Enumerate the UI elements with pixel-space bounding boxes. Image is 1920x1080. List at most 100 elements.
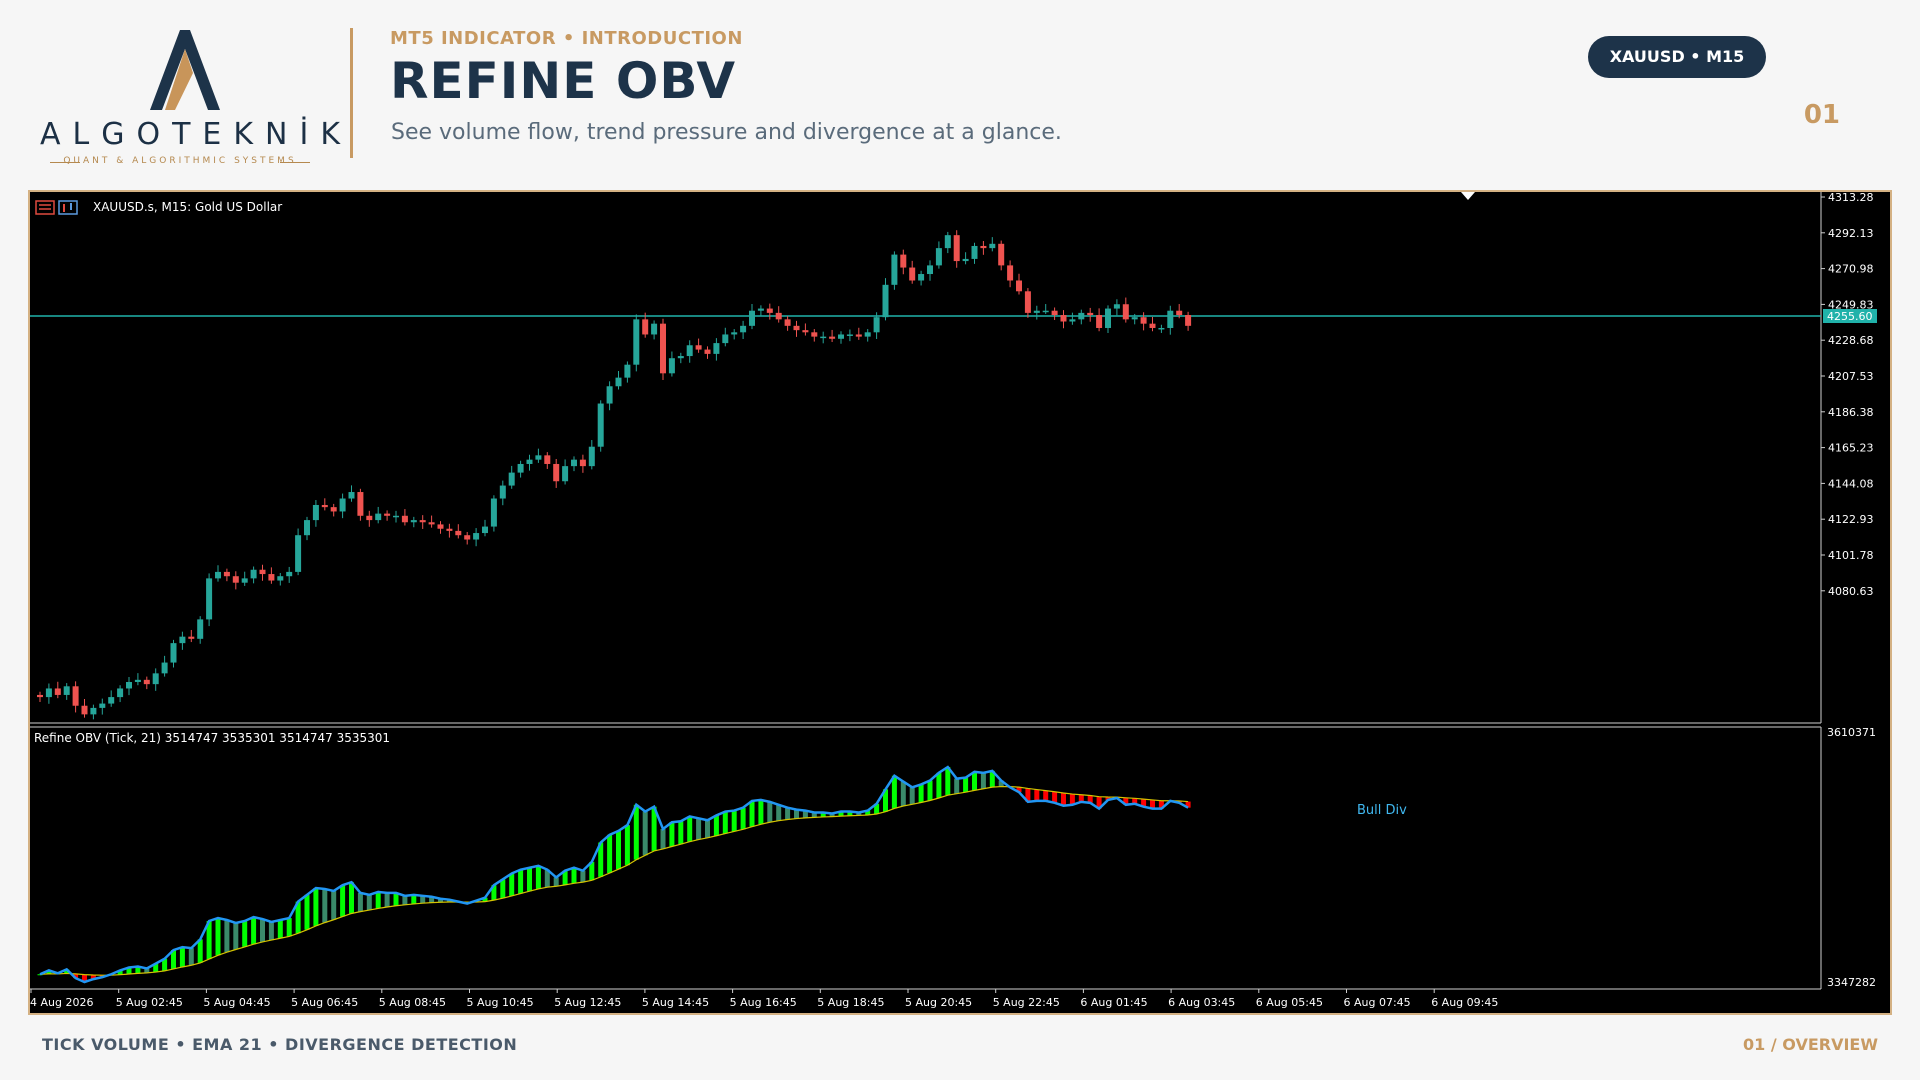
candle-body [473, 533, 480, 540]
obv-histogram-bar [1141, 799, 1147, 807]
candle-body [508, 472, 515, 486]
obv-histogram-bar [349, 882, 354, 914]
candle-body [490, 498, 497, 527]
obv-histogram-bar [482, 897, 488, 902]
obv-histogram-bar [811, 812, 817, 818]
logo-tagline: QUANT & ALGORITHMIC SYSTEMS [63, 156, 297, 166]
obv-histogram-bar [1061, 793, 1066, 806]
footer-section: 01 / OVERVIEW [1743, 1035, 1878, 1054]
candle-body [188, 636, 195, 639]
candle-body [446, 528, 453, 531]
candle-body [259, 569, 266, 575]
ema-line [39, 785, 1189, 976]
candle-body [81, 705, 88, 715]
symbol-badge: XAUUSD • M15 [1588, 36, 1766, 78]
obv-histogram-bar [153, 963, 159, 973]
candle-body [161, 662, 168, 674]
candle-body [393, 515, 399, 518]
candle-body [793, 325, 800, 331]
header-divider [350, 28, 353, 158]
obv-histogram-bar [544, 869, 550, 888]
candle-body [838, 334, 844, 339]
candle-body [54, 688, 61, 695]
chart-canvas[interactable]: XAUUSD.s, M15: Gold US Dollar 4313.28 429… [30, 192, 1890, 1013]
candle-body [571, 459, 577, 467]
obv-histogram-bar [73, 973, 79, 979]
time-axis-label: 5 Aug 20:45 [905, 996, 972, 1009]
obv-histogram-bar [420, 895, 426, 904]
obv-histogram-bar [829, 813, 835, 817]
obv-histogram-bar [1096, 796, 1102, 809]
obv-histogram-bar [989, 770, 995, 788]
time-axis-label: 5 Aug 04:45 [203, 996, 270, 1009]
candle-body [232, 576, 239, 583]
candle-body [72, 686, 79, 706]
candle-body [927, 265, 933, 275]
price-axis-label: 4186.38 [1828, 406, 1874, 419]
candle-body [562, 466, 569, 482]
candle-body [375, 513, 382, 521]
candle-body [90, 707, 97, 715]
obv-histogram-bar [1034, 789, 1040, 801]
obv-histogram-bar [776, 804, 782, 821]
chart-symbol-label: XAUUSD.s, M15: Gold US Dollar [93, 200, 282, 214]
time-axis-label: 6 Aug 03:45 [1168, 996, 1235, 1009]
candle-body [944, 235, 951, 249]
obv-histogram-bar [865, 810, 871, 816]
candle-body [597, 403, 604, 447]
candle-body [757, 308, 764, 311]
time-axis-label: 5 Aug 16:45 [730, 996, 797, 1009]
candle-body [526, 459, 533, 464]
obv-histogram-bar [64, 969, 70, 974]
candle-body [686, 345, 693, 357]
obv-histogram-bar [1025, 788, 1031, 802]
obv-histogram-bar [731, 810, 737, 832]
time-axis-label: 4 Aug 2026 [30, 996, 93, 1009]
candle-body [126, 681, 132, 689]
obv-histogram-bar [963, 777, 969, 793]
obv-histogram-bar [794, 809, 799, 819]
candle-body [1167, 310, 1174, 328]
obv-histogram-bar [393, 892, 399, 906]
candle-body [553, 463, 560, 482]
candle-body [215, 571, 221, 579]
time-axis-label: 5 Aug 18:45 [817, 996, 884, 1009]
obv-histogram-bar [331, 890, 337, 920]
obv-histogram-bar [616, 830, 621, 870]
candle-body [455, 530, 462, 536]
obv-histogram-bar [580, 870, 586, 883]
trading-chart[interactable]: XAUUSD.s, M15: Gold US Dollar 4313.28 429… [28, 190, 1892, 1015]
price-axis-label: 4292.13 [1828, 227, 1874, 240]
time-axis-label: 5 Aug 10:45 [467, 996, 534, 1009]
obv-histogram-bar [553, 877, 559, 887]
time-axis-label: 6 Aug 01:45 [1080, 996, 1147, 1009]
obv-histogram-bar [429, 896, 435, 903]
candle-body [1149, 323, 1156, 328]
obv-histogram-bar [384, 892, 390, 908]
algoteknik-logo: ALGOTEKNİK QUANT & ALGORITHMIC SYSTEMS [40, 25, 340, 175]
candle-body [588, 446, 595, 467]
logo-rule-left [50, 162, 80, 163]
candle-body [223, 571, 230, 577]
candle-body [117, 688, 124, 698]
obv-histogram-bar [900, 781, 906, 807]
obv-histogram-bar [1069, 794, 1075, 805]
chart-properties-icon[interactable] [58, 200, 78, 215]
obv-histogram-bar [847, 811, 853, 816]
candle-body [1113, 304, 1120, 309]
candle-body [749, 310, 755, 326]
candle-body [277, 576, 284, 581]
logo-mark-icon [150, 30, 220, 110]
obv-histogram-bar [1158, 800, 1164, 809]
time-axis-label: 6 Aug 05:45 [1256, 996, 1323, 1009]
obv-histogram-bar [286, 918, 292, 937]
obv-histogram-bar [954, 778, 960, 794]
time-axis-label: 5 Aug 14:45 [642, 996, 709, 1009]
obv-histogram-bar [304, 894, 310, 930]
obv-histogram-bar [527, 867, 532, 892]
chart-shift-marker-icon[interactable] [1461, 192, 1475, 200]
candle-body [1176, 310, 1183, 316]
time-axis-label: 5 Aug 02:45 [116, 996, 183, 1009]
chart-menu-icon[interactable] [35, 200, 55, 215]
obv-histogram-bar [411, 894, 417, 904]
